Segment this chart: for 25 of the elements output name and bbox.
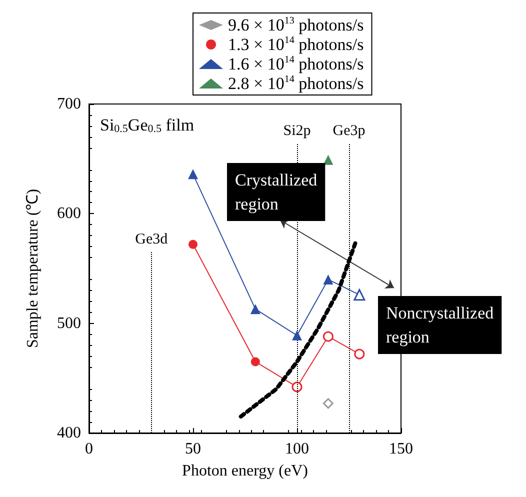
x-tick-label: 50 bbox=[185, 440, 201, 458]
annotation: Noncrystallized region bbox=[386, 304, 494, 346]
point bbox=[322, 331, 334, 342]
point bbox=[292, 330, 302, 340]
y-tick-label: 500 bbox=[57, 314, 81, 332]
point bbox=[188, 169, 198, 180]
point bbox=[323, 274, 334, 284]
point bbox=[354, 348, 365, 360]
x-tick-label: 100 bbox=[285, 440, 309, 458]
point bbox=[323, 154, 334, 165]
y-tick-label: 600 bbox=[57, 205, 81, 222]
x-axis-title: Photon energy (eV) bbox=[182, 462, 308, 480]
ref-line-label: Ge3p bbox=[332, 122, 366, 139]
point bbox=[322, 398, 334, 409]
y-axis-title: Sample temperature (℃) bbox=[24, 188, 42, 348]
y-tick-label: 400 bbox=[57, 424, 81, 442]
ref-line-label: Ge3d bbox=[135, 232, 168, 248]
annotation: Crystallized region bbox=[235, 170, 318, 214]
point bbox=[292, 382, 302, 392]
y-tick-label: 700 bbox=[57, 96, 81, 112]
point bbox=[250, 357, 260, 366]
x-tick-label: 0 bbox=[85, 440, 93, 458]
ref-line-label: Si2p bbox=[283, 122, 311, 139]
x-tick-label: 150 bbox=[389, 440, 413, 458]
point bbox=[250, 304, 260, 314]
